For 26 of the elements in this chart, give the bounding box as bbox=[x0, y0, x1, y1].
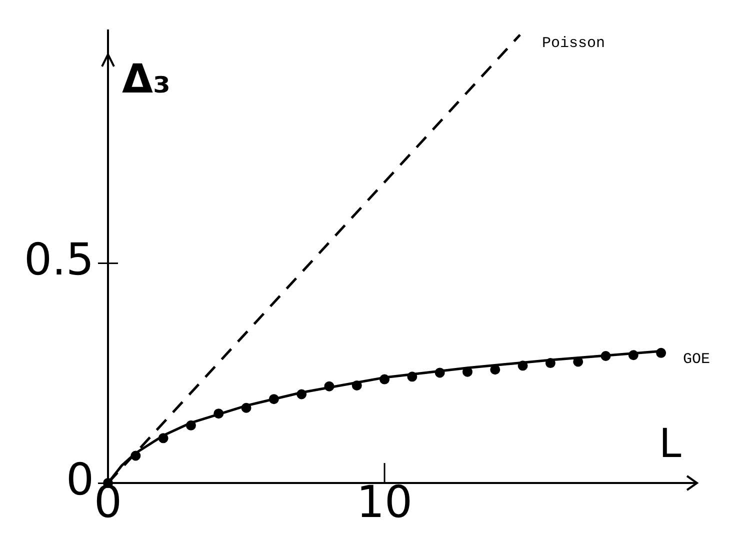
point bbox=[186, 420, 196, 430]
y-tick-label: 0.5 bbox=[24, 234, 94, 286]
series-label: Poisson bbox=[542, 34, 606, 52]
point bbox=[545, 358, 556, 368]
point bbox=[490, 364, 500, 375]
point bbox=[380, 374, 390, 384]
y-axis-title: Δ₃ bbox=[122, 56, 170, 102]
point bbox=[214, 408, 224, 419]
point bbox=[296, 389, 307, 400]
point bbox=[352, 380, 362, 390]
point bbox=[434, 368, 445, 378]
point bbox=[324, 381, 334, 392]
point bbox=[407, 372, 418, 382]
point bbox=[268, 394, 279, 404]
point bbox=[462, 366, 472, 377]
point bbox=[241, 402, 252, 413]
point bbox=[600, 351, 611, 362]
point bbox=[656, 348, 666, 358]
x-axis-title: L bbox=[659, 421, 682, 467]
point bbox=[573, 356, 584, 367]
point bbox=[158, 433, 168, 444]
x-tick-label: 10 bbox=[356, 476, 413, 528]
series-label: GOE bbox=[683, 351, 710, 368]
point bbox=[518, 360, 528, 371]
point bbox=[628, 350, 638, 360]
point bbox=[130, 450, 141, 461]
